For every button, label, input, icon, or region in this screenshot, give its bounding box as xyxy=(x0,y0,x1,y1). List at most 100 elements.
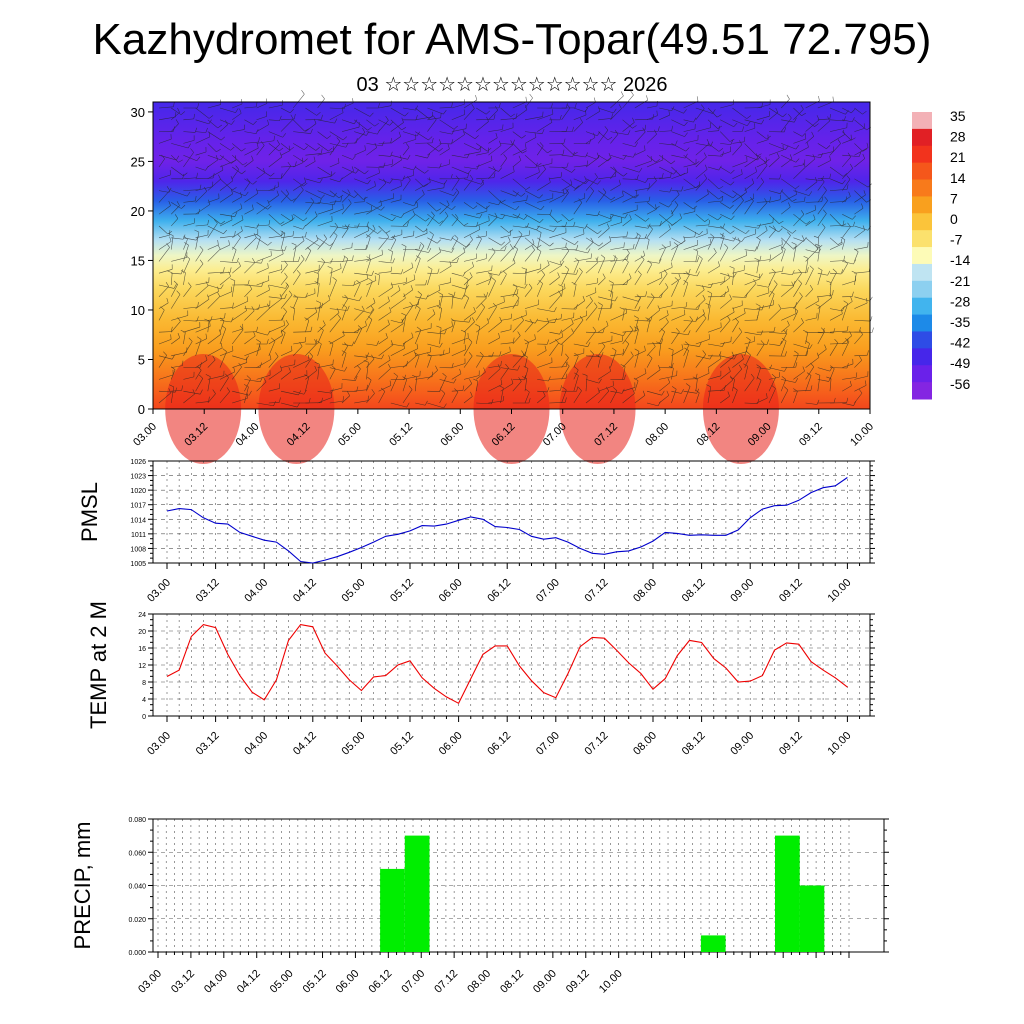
wind-barb-flag xyxy=(176,155,180,161)
wind-barb-flag xyxy=(719,233,725,237)
wind-barb-shaft xyxy=(219,320,225,333)
wind-barb-flag xyxy=(803,329,808,333)
wind-barb-shaft xyxy=(597,257,606,274)
wind-barb-shaft xyxy=(500,329,511,333)
wind-barb-flag xyxy=(645,217,650,222)
wind-barb-flag xyxy=(539,194,543,199)
wind-barb-flag xyxy=(815,244,819,250)
wind-barb-shaft xyxy=(500,225,509,233)
wind-barb-flag xyxy=(220,284,224,289)
wind-barb-flag xyxy=(793,307,799,312)
wind-barb-flag xyxy=(315,147,320,151)
wind-barb-shaft xyxy=(622,261,629,274)
wind-barb-shaft xyxy=(634,274,642,286)
wind-barb-flag xyxy=(485,205,490,209)
wind-barb-shaft xyxy=(305,161,316,168)
wind-barb-shaft xyxy=(439,308,443,321)
precip-bar xyxy=(775,835,800,952)
wind-barb-flag xyxy=(740,196,744,201)
wind-barb-flag xyxy=(415,115,418,120)
wind-barb-flag xyxy=(640,255,645,260)
wind-barb-flag xyxy=(196,156,201,161)
wind-barb-flag xyxy=(522,376,527,379)
wind-barb-flag xyxy=(754,257,760,261)
wind-barb-shaft xyxy=(793,239,805,250)
wind-barb-shaft xyxy=(817,331,826,345)
wind-barb-shaft xyxy=(537,350,547,357)
wind-barb-shaft xyxy=(414,308,421,321)
wind-barb-shaft xyxy=(524,97,533,109)
wind-barb-shaft xyxy=(427,313,436,321)
wind-barb-shaft xyxy=(317,143,329,152)
wind-barb-shaft xyxy=(341,170,354,180)
wind-barb-flag xyxy=(341,107,344,113)
wind-barb-flag xyxy=(596,131,601,136)
wind-barb-shaft xyxy=(488,202,499,206)
wind-barb-shaft xyxy=(171,365,183,368)
wind-barb-flag xyxy=(455,188,460,193)
wind-barb-shaft xyxy=(793,109,804,120)
wind-barb-shaft xyxy=(329,400,344,404)
wind-barb-shaft xyxy=(439,326,453,333)
wind-barb-flag xyxy=(308,398,311,404)
wind-barb-flag xyxy=(319,326,324,331)
wind-barb-shaft xyxy=(232,301,248,309)
wind-barb-flag xyxy=(225,373,229,378)
wind-barb-shaft xyxy=(854,128,865,132)
wind-barb-shaft xyxy=(366,309,375,321)
wind-barb-shaft xyxy=(683,378,697,380)
wind-barb-shaft xyxy=(683,343,700,347)
wind-barb-shaft xyxy=(268,325,285,333)
wind-barb-shaft xyxy=(756,222,773,227)
wind-barb-shaft xyxy=(317,364,333,368)
wind-barb-shaft xyxy=(768,244,783,250)
wind-barb-shaft xyxy=(427,356,432,368)
wind-barb-shaft xyxy=(634,297,641,309)
wind-barb-flag xyxy=(550,117,553,123)
wind-barb-shaft xyxy=(500,367,509,380)
wind-barb-shaft xyxy=(402,389,413,404)
wind-barb-flag xyxy=(371,270,374,276)
wind-barb-shaft xyxy=(329,308,348,311)
wind-barb-shaft xyxy=(549,378,566,380)
wind-barb-shaft xyxy=(195,177,214,180)
wind-barb-shaft xyxy=(829,214,842,227)
wind-barb-flag xyxy=(666,390,670,396)
wind-barb-flag xyxy=(710,233,715,238)
wind-barb-shaft xyxy=(658,331,665,345)
wind-barb-shaft xyxy=(451,391,459,404)
wind-barb-shaft xyxy=(610,213,626,219)
wind-barb-shaft xyxy=(280,193,289,203)
wind-barb-flag xyxy=(781,246,786,250)
wind-barb-flag xyxy=(864,380,867,386)
wind-barb-shaft xyxy=(549,402,566,404)
wind-barb-flag xyxy=(495,132,498,138)
wind-barb-flag xyxy=(597,387,600,393)
wind-barb-flag xyxy=(846,397,849,403)
wind-barb-shaft xyxy=(317,302,321,321)
wind-barb-flag xyxy=(637,270,642,275)
wind-barb-shaft xyxy=(439,190,454,196)
wind-barb-flag xyxy=(463,247,466,253)
wind-barb-shaft xyxy=(207,375,224,380)
wind-barb-flag xyxy=(176,201,180,206)
wind-barb-shaft xyxy=(463,321,475,333)
precip-frame xyxy=(152,818,885,953)
wind-barb-shaft xyxy=(598,325,609,333)
wind-barb-shaft xyxy=(317,202,335,206)
wind-barb-shaft xyxy=(683,186,700,191)
wind-barb-flag xyxy=(209,321,211,327)
wind-barb-flag xyxy=(307,247,312,251)
wind-barb-flag xyxy=(356,386,359,392)
wind-barb-flag xyxy=(704,164,708,170)
y-tick-label: 30 xyxy=(131,105,145,120)
wind-barb-shaft xyxy=(207,359,216,368)
wind-barb-flag xyxy=(302,157,304,163)
wind-barb-shaft xyxy=(476,121,489,132)
wind-barb-flag xyxy=(503,297,505,303)
wind-barb-shaft xyxy=(390,323,404,333)
wind-barb-shaft xyxy=(585,102,596,109)
wind-barb-flag xyxy=(273,135,275,141)
wind-barb-shaft xyxy=(451,296,462,300)
legend-swatch xyxy=(912,230,932,248)
